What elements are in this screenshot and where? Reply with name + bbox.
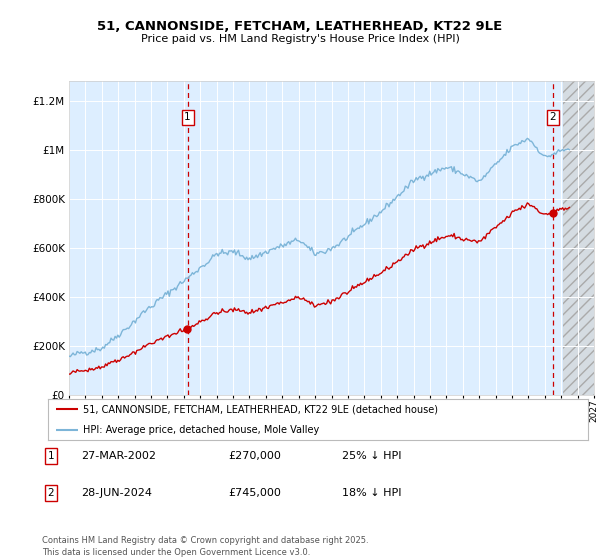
Text: 1: 1 <box>184 112 191 122</box>
Text: Contains HM Land Registry data © Crown copyright and database right 2025.
This d: Contains HM Land Registry data © Crown c… <box>42 536 368 557</box>
Text: HPI: Average price, detached house, Mole Valley: HPI: Average price, detached house, Mole… <box>83 424 319 435</box>
Text: 18% ↓ HPI: 18% ↓ HPI <box>342 488 401 498</box>
Text: 2: 2 <box>550 112 556 122</box>
Text: 1: 1 <box>47 451 55 461</box>
Text: 2: 2 <box>47 488 55 498</box>
Bar <box>563 81 594 395</box>
Text: 51, CANNONSIDE, FETCHAM, LEATHERHEAD, KT22 9LE: 51, CANNONSIDE, FETCHAM, LEATHERHEAD, KT… <box>97 20 503 32</box>
Text: 27-MAR-2002: 27-MAR-2002 <box>81 451 156 461</box>
Bar <box>563 81 594 395</box>
Text: £270,000: £270,000 <box>228 451 281 461</box>
Text: 25% ↓ HPI: 25% ↓ HPI <box>342 451 401 461</box>
Text: 51, CANNONSIDE, FETCHAM, LEATHERHEAD, KT22 9LE (detached house): 51, CANNONSIDE, FETCHAM, LEATHERHEAD, KT… <box>83 404 438 414</box>
Text: £745,000: £745,000 <box>228 488 281 498</box>
Text: Price paid vs. HM Land Registry's House Price Index (HPI): Price paid vs. HM Land Registry's House … <box>140 34 460 44</box>
Text: 28-JUN-2024: 28-JUN-2024 <box>81 488 152 498</box>
